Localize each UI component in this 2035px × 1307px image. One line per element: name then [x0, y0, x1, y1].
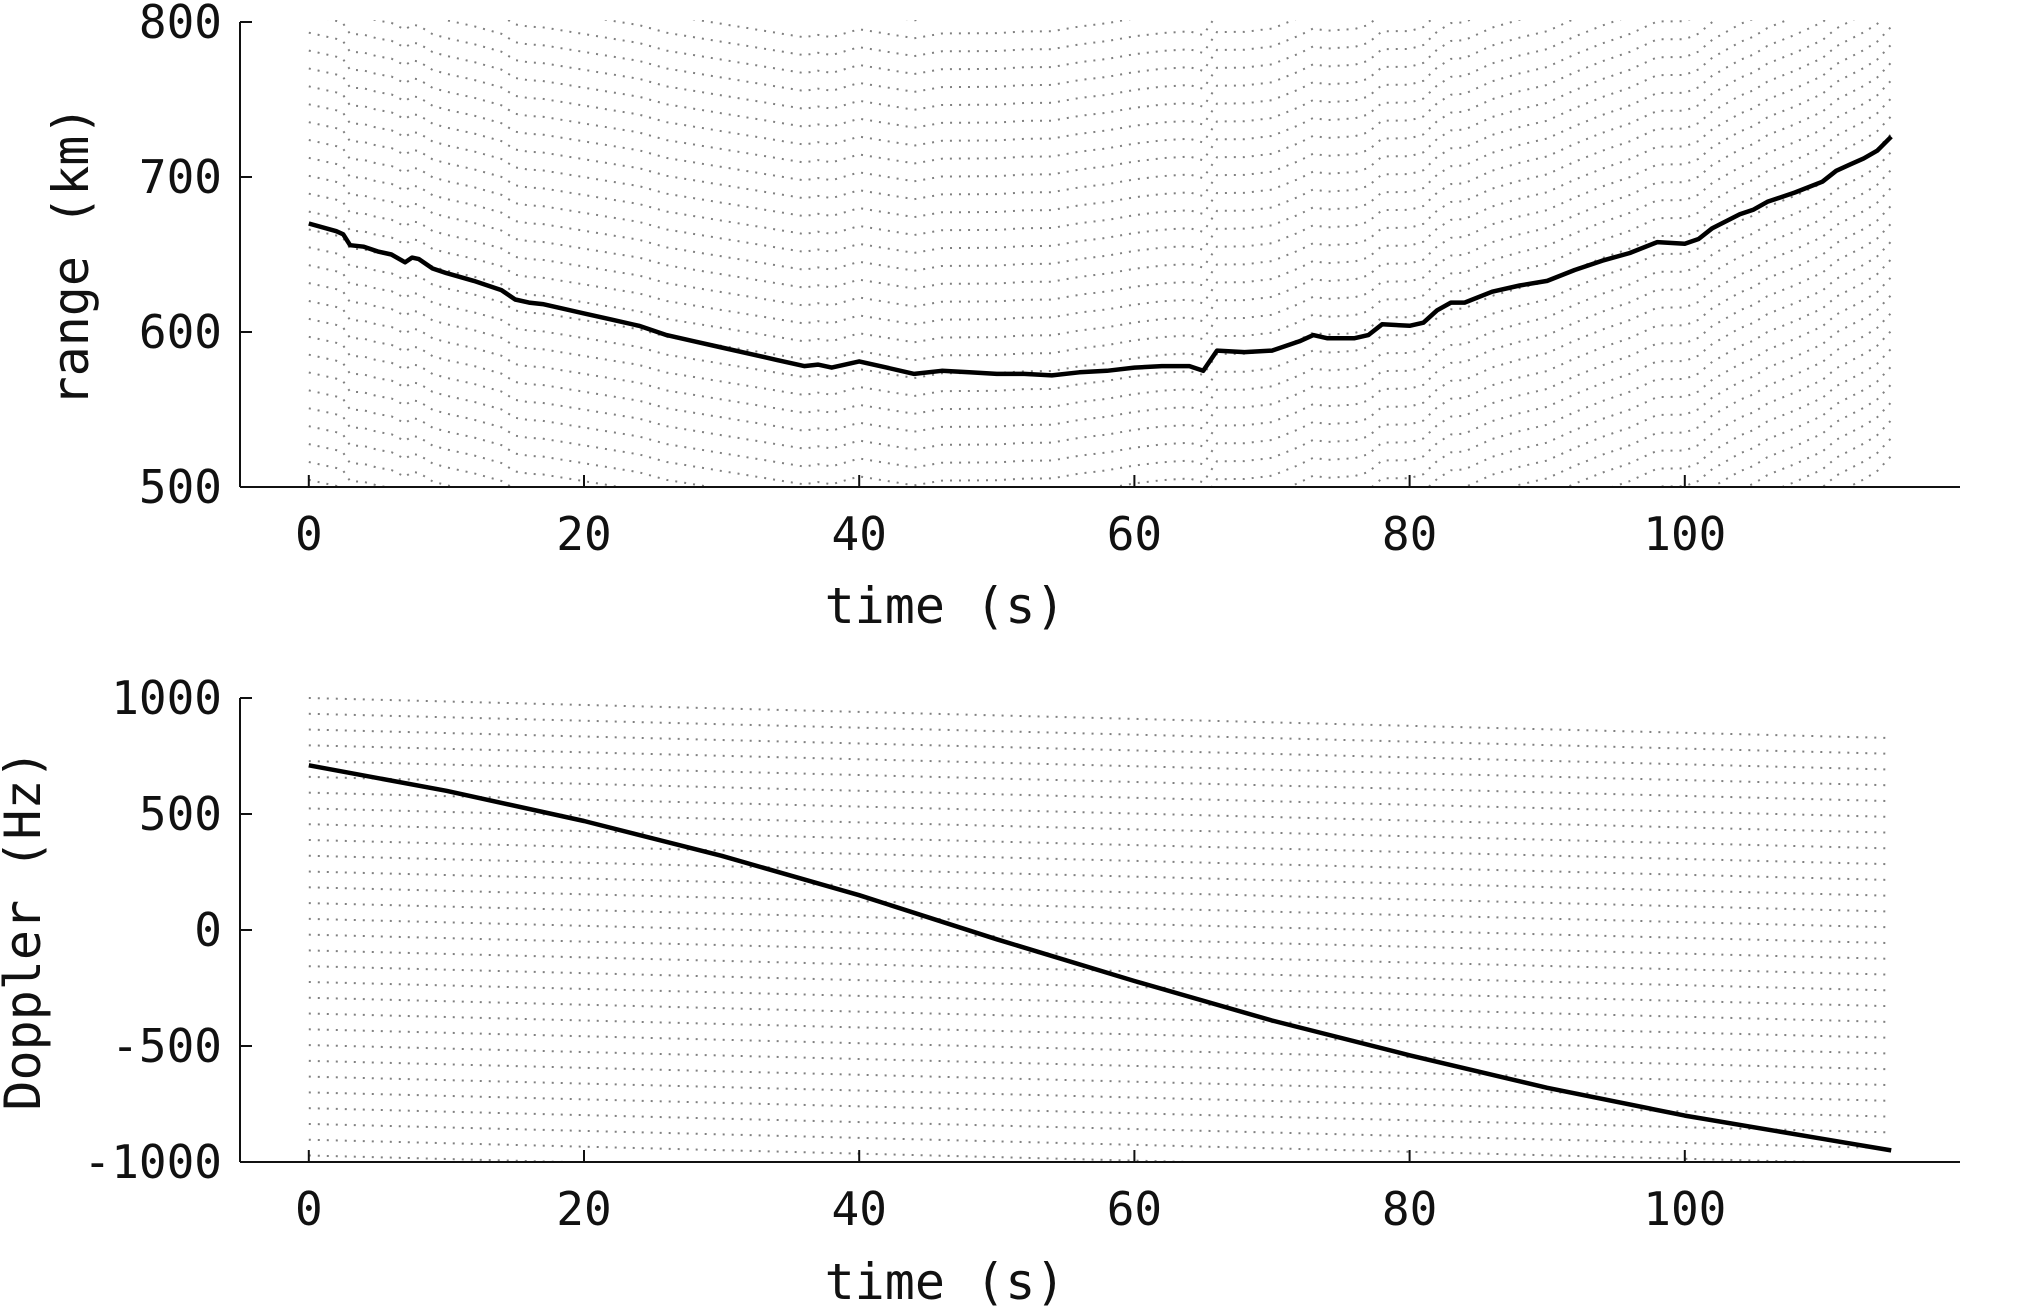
- range-x-axis-label: time (s): [825, 577, 1066, 635]
- range-x-tick-label: 40: [832, 507, 887, 561]
- range-x-tick-label: 100: [1643, 507, 1726, 561]
- doppler-y-ticks: -1000 -500 0 500 1000: [84, 671, 252, 1189]
- doppler-x-ticks: 0 20 40 60 80 100: [295, 1150, 1726, 1236]
- doppler-x-axis-label: time (s): [825, 1253, 1066, 1307]
- range-series: [308, 135, 1893, 378]
- range-main-series-line: [308, 135, 1893, 378]
- doppler-x-tick-label: 60: [1107, 1182, 1162, 1236]
- doppler-y-tick-label: -1000: [84, 1135, 222, 1189]
- doppler-x-tick-label: 40: [832, 1182, 887, 1236]
- range-axes: [239, 22, 1960, 488]
- range-y-axis-label: range (km): [42, 105, 100, 406]
- doppler-y-tick-label: 0: [194, 903, 222, 957]
- doppler-x-tick-label: 80: [1382, 1182, 1437, 1236]
- doppler-main-series-line: [308, 763, 1892, 1153]
- doppler-x-tick-label: 100: [1643, 1182, 1726, 1236]
- range-y-ticks: 500 600 700 800: [139, 0, 252, 514]
- range-x-tick-label: 60: [1107, 507, 1162, 561]
- doppler-y-tick-label: -500: [111, 1019, 222, 1073]
- range-plot: 0 20 40 60 80 100 500 600 700 800 time (s) range…: [42, 0, 1960, 635]
- doppler-y-tick-label: 500: [139, 787, 222, 841]
- doppler-series: [308, 763, 1892, 1153]
- range-x-ticks: 0 20 40 60 80 100: [295, 475, 1726, 561]
- doppler-x-tick-label: 20: [556, 1182, 611, 1236]
- range-y-tick-label: 600: [139, 305, 222, 359]
- doppler-y-tick-label: 1000: [111, 671, 222, 725]
- doppler-y-axis-label: Doppler (Hz): [0, 749, 52, 1110]
- range-x-tick-label: 0: [295, 507, 323, 561]
- range-x-tick-label: 20: [556, 507, 611, 561]
- range-y-tick-label: 800: [139, 0, 222, 49]
- range-y-tick-label: 700: [139, 150, 222, 204]
- range-y-tick-label: 500: [139, 460, 222, 514]
- doppler-x-tick-label: 0: [295, 1182, 323, 1236]
- range-x-tick-label: 80: [1382, 507, 1437, 561]
